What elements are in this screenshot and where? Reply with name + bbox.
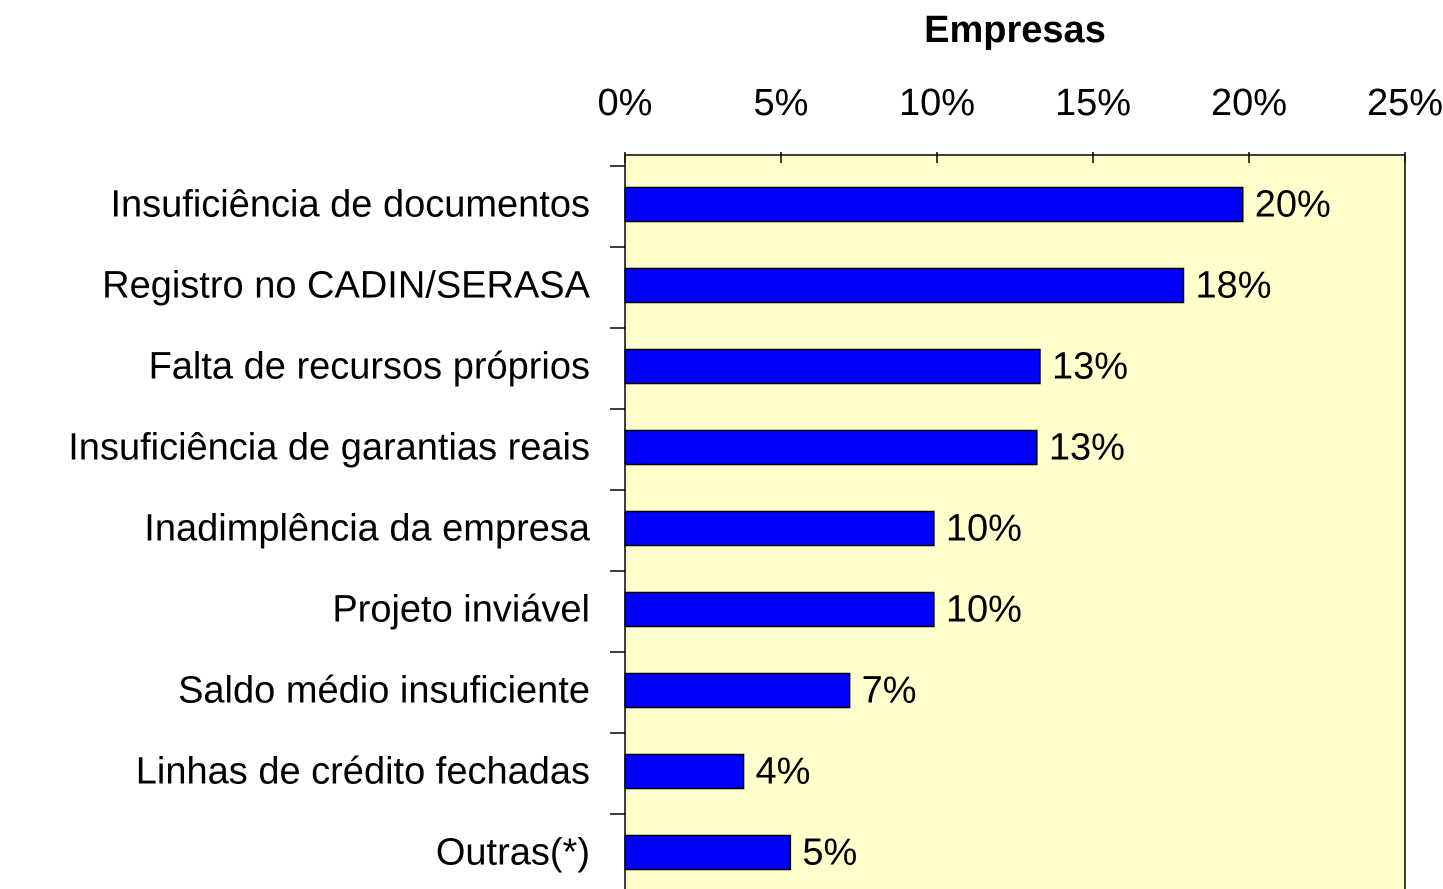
y-tick-label: Linhas de crédito fechadas: [136, 751, 590, 793]
data-label: 7%: [862, 670, 917, 712]
y-tick-label: Registro no CADIN/SERASA: [102, 265, 590, 307]
bar: [624, 753, 745, 790]
y-tick-label: Outras(*): [436, 832, 590, 874]
chart-title: Empresas: [924, 9, 1106, 51]
y-tick-label: Saldo médio insuficiente: [178, 670, 590, 712]
x-tick-label: 10%: [899, 82, 975, 124]
x-tick-label: 15%: [1055, 82, 1131, 124]
bar: [624, 834, 792, 871]
data-label: 10%: [946, 589, 1022, 631]
x-tick-label: 25%: [1367, 82, 1443, 124]
data-label: 5%: [802, 832, 857, 874]
x-tick-label: 5%: [754, 82, 809, 124]
bar: [624, 267, 1185, 304]
data-label: 13%: [1052, 346, 1128, 388]
data-label: 10%: [946, 508, 1022, 550]
data-label: 20%: [1255, 184, 1331, 226]
bar: [624, 186, 1244, 223]
y-tick-label: Falta de recursos próprios: [149, 346, 590, 388]
bar: [624, 429, 1038, 466]
bar: [624, 510, 935, 547]
bar: [624, 348, 1041, 385]
data-label: 18%: [1195, 265, 1271, 307]
x-tick-label: 0%: [598, 82, 653, 124]
y-tick-label: Inadimplência da empresa: [144, 508, 591, 550]
x-tick-label: 20%: [1211, 82, 1287, 124]
bar: [624, 672, 851, 709]
y-tick-label: Insuficiência de documentos: [110, 184, 590, 226]
y-tick-label: Insuficiência de garantias reais: [68, 427, 590, 469]
data-label: 13%: [1049, 427, 1125, 469]
bar: [624, 591, 935, 628]
data-label: 4%: [756, 751, 811, 793]
y-tick-label: Projeto inviável: [332, 589, 590, 631]
